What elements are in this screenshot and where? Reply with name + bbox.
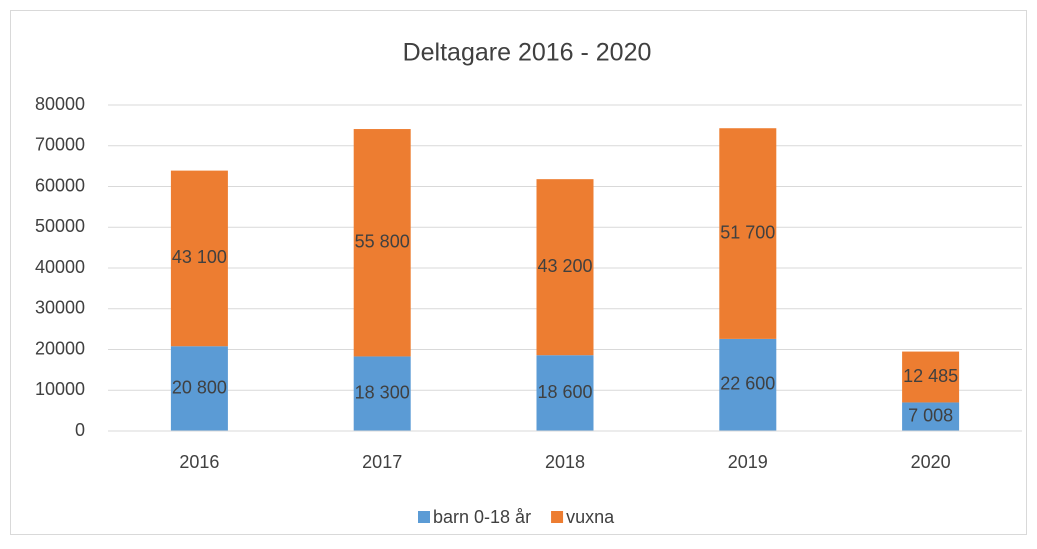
bar xyxy=(536,179,594,356)
data-label: 18 600 xyxy=(537,382,592,402)
x-tick-label: 2016 xyxy=(179,452,219,472)
x-tick-label: 2020 xyxy=(911,452,951,472)
chart-border xyxy=(10,10,1027,535)
data-label: 43 100 xyxy=(172,247,227,267)
bar xyxy=(170,346,228,431)
bar xyxy=(536,355,594,431)
bar xyxy=(719,128,777,339)
data-label: 55 800 xyxy=(355,231,410,251)
data-label: 7 008 xyxy=(908,405,953,425)
bar xyxy=(902,402,960,431)
bar xyxy=(353,356,411,431)
legend-label: barn 0-18 år xyxy=(433,507,531,527)
y-tick-label: 70000 xyxy=(35,135,85,155)
bar xyxy=(353,129,411,357)
x-tick-label: 2017 xyxy=(362,452,402,472)
y-tick-label: 30000 xyxy=(35,298,85,318)
data-label: 20 800 xyxy=(172,377,227,397)
data-label: 22 600 xyxy=(720,374,775,394)
y-tick-label: 20000 xyxy=(35,338,85,358)
y-tick-label: 0 xyxy=(75,420,85,440)
x-tick-label: 2018 xyxy=(545,452,585,472)
y-tick-label: 80000 xyxy=(35,94,85,114)
y-tick-label: 60000 xyxy=(35,175,85,195)
x-tick-label: 2019 xyxy=(728,452,768,472)
bar xyxy=(902,351,960,403)
y-tick-label: 50000 xyxy=(35,216,85,236)
bar xyxy=(719,338,777,431)
legend-label: vuxna xyxy=(566,507,615,527)
data-label: 18 300 xyxy=(355,382,410,402)
data-label: 51 700 xyxy=(720,222,775,242)
y-tick-label: 10000 xyxy=(35,379,85,399)
legend-swatch xyxy=(418,511,430,523)
legend-swatch xyxy=(551,511,564,523)
bar xyxy=(170,170,228,347)
chart-title: Deltagare 2016 - 2020 xyxy=(403,39,652,67)
y-tick-label: 40000 xyxy=(35,257,85,277)
data-label: 43 200 xyxy=(537,256,592,276)
data-label: 12 485 xyxy=(903,366,958,386)
